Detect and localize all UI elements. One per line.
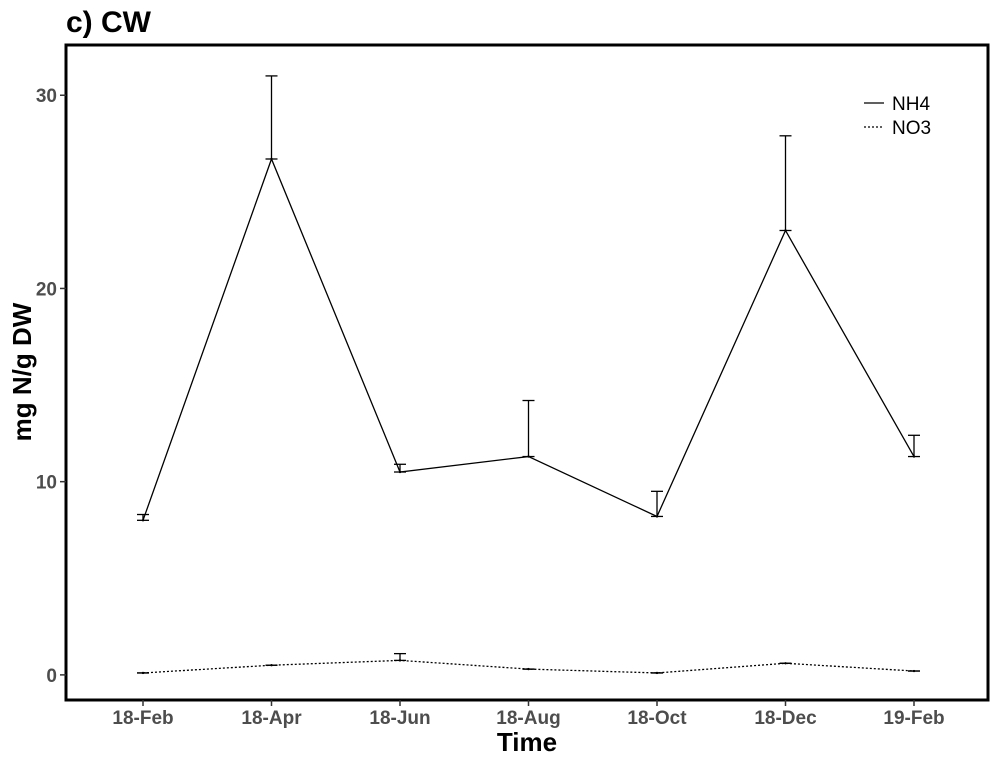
y-tick-label-0: 0 [46,666,57,687]
legend-label-nh4: NH4 [892,94,930,115]
x-tick-label-18-Aug: 18-Aug [496,708,560,729]
series-line-nh4 [142,157,915,521]
error-bar-nh4-4 [651,490,663,518]
y-axis-title: mg N/g DW [7,302,37,441]
series-line-no3 [142,659,915,674]
x-tick-label-19-Feb: 19-Feb [883,708,944,729]
error-bar-no3-2 [394,652,406,662]
x-tick-label-18-Jun: 18-Jun [369,708,430,729]
series-layer [137,75,920,675]
error-bar-nh4-6 [908,434,920,458]
error-bar-nh4-5 [779,135,792,232]
error-bar-nh4-2 [394,463,406,473]
error-bar-nh4-1 [265,75,278,160]
x-tick-label-18-Oct: 18-Oct [627,708,687,729]
y-tick-label-10: 10 [36,473,57,494]
error-bar-nh4-0 [137,513,149,521]
x-axis: 18-Feb 18-Apr 18-Jun 18-Aug 18-Oct 18-Dec 19-F… [112,700,945,729]
y-axis: 0 10 20 30 [36,86,66,687]
error-bar-nh4-3 [522,399,535,458]
legend-label-no3: NO3 [892,118,931,139]
plot-panel-border [64,43,990,702]
chart-title: c) CW [66,6,152,39]
x-tick-label-18-Feb: 18-Feb [112,708,173,729]
x-tick-label-18-Dec: 18-Dec [754,708,817,729]
y-tick-label-30: 30 [36,86,57,107]
y-tick-label-20: 20 [36,279,57,300]
x-tick-label-18-Apr: 18-Apr [241,708,302,729]
x-axis-title: Time [497,727,557,757]
